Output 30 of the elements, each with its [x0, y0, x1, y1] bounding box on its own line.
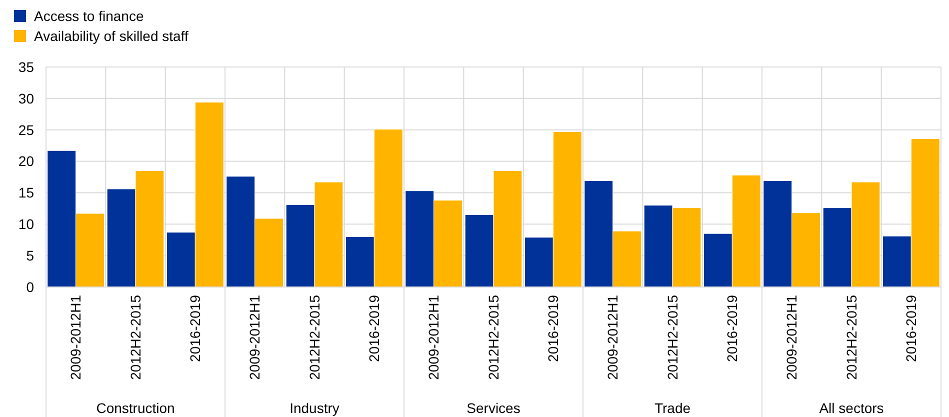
y-tick-label: 10 [18, 216, 34, 232]
x-tick-label: 2016-2019 [545, 294, 562, 362]
x-tick-label: 2016-2019 [724, 294, 740, 362]
x-tick-label: 2016-2019 [187, 294, 204, 362]
legend-label: Availability of skilled staff [34, 28, 188, 44]
legend-label: Access to finance [34, 8, 144, 24]
y-tick-label: 5 [26, 247, 34, 264]
x-tick-label: 2009-2012H1 [784, 294, 800, 380]
x-tick-label: 2009-2012H1 [604, 294, 621, 380]
x-tick-label: 2012H2-2015 [664, 294, 680, 380]
x-tick-label: 2012H2-2015 [843, 294, 860, 380]
x-tick-label: 2012H2-2015 [306, 294, 322, 380]
x-tick-label: 2016-2019 [903, 294, 920, 362]
text: Construction [96, 400, 175, 416]
x-tick-label: 2012H2-2015 [485, 294, 502, 380]
y-tick-label: 20 [18, 153, 34, 170]
text: Services [466, 400, 520, 416]
text: Trade [654, 400, 691, 416]
x-tick-label: 2016-2019 [366, 294, 382, 362]
y-tick-label: 30 [18, 90, 34, 106]
text: All sectors [819, 400, 884, 416]
x-tick-label: 2009-2012H1 [426, 294, 442, 380]
text: Industry [290, 400, 340, 416]
x-tick-label: 2009-2012H1 [246, 294, 263, 380]
y-tick-label: 15 [18, 184, 34, 201]
y-tick-label: 35 [18, 58, 34, 75]
y-tick-label: 0 [26, 278, 34, 295]
x-tick-label: 2012H2-2015 [127, 294, 144, 380]
y-tick-label: 25 [18, 122, 34, 138]
x-tick-label: 2009-2012H1 [68, 294, 84, 380]
